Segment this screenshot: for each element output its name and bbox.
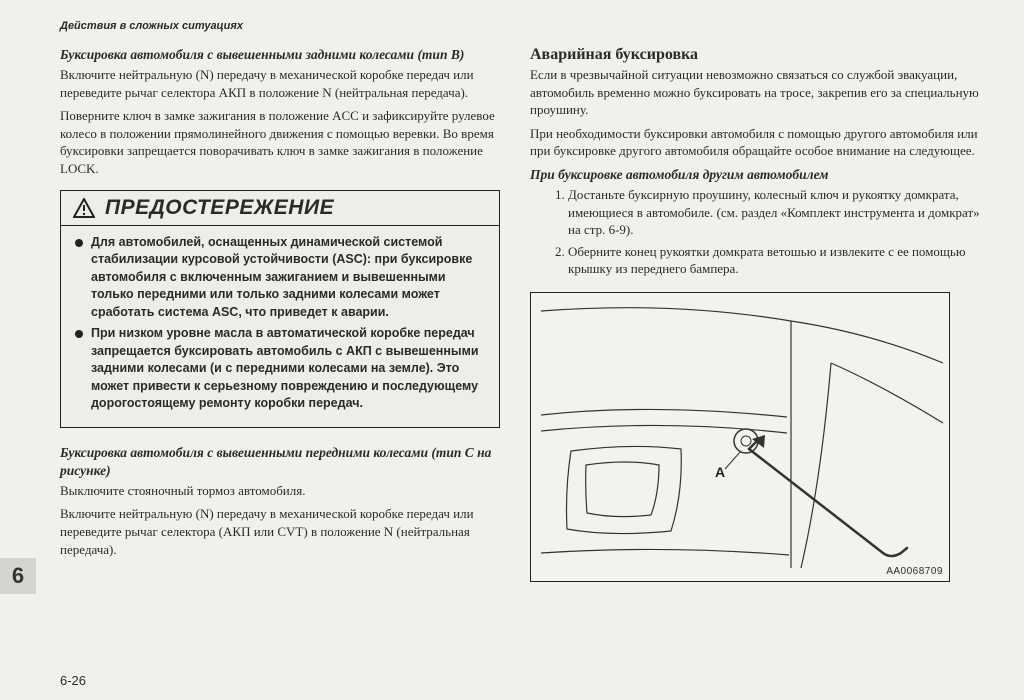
warning-header: ПРЕДОСТЕРЕЖЕНИЕ [61,191,499,226]
warning-text: Для автомобилей, оснащенных динамической… [91,234,485,322]
paragraph: Включите нейтральную (N) передачу в меха… [60,505,500,558]
page-number: 6-26 [60,673,86,688]
page-header: Действия в сложных ситуациях [60,20,986,32]
subheading-type-c: Буксировка автомобиля с вывешенными пере… [60,444,500,480]
paragraph: При необходимости буксировки автомобиля … [530,125,986,160]
figure-label-a: A [715,464,725,480]
warning-bullet: При низком уровне масла в автоматической… [75,325,485,413]
bumper-svg: A [531,293,951,583]
paragraph: Если в чрезвычайной ситуации невозможно … [530,66,986,119]
section-title: Аварийная буксировка [530,46,986,64]
right-column: Аварийная буксировка Если в чрезвычайной… [530,46,986,582]
numbered-list: Достаньте буксирную проушину, колесный к… [530,186,986,278]
subheading-type-b: Буксировка автомобиля с вывешенными задн… [60,46,500,64]
list-item: Оберните конец рукоятки домкрата ветошью… [568,243,986,278]
subheading-towing: При буксировке автомобиля другим автомоб… [530,166,986,184]
chapter-tab: 6 [0,558,36,594]
list-item: Достаньте буксирную проушину, колесный к… [568,186,986,239]
bullet-icon [75,330,83,338]
two-column-layout: Буксировка автомобиля с вывешенными задн… [60,46,986,582]
paragraph: Включите нейтральную (N) передачу в меха… [60,66,500,101]
paragraph: Выключите стояночный тормоз автомобиля. [60,482,500,500]
warning-box: ПРЕДОСТЕРЕЖЕНИЕ Для автомобилей, оснащен… [60,190,500,428]
warning-label: ПРЕДОСТЕРЕЖЕНИЕ [105,196,334,220]
figure-number: AA0068709 [886,566,943,577]
warning-bullet: Для автомобилей, оснащенных динамической… [75,234,485,322]
paragraph: Поверните ключ в замке зажигания в полож… [60,107,500,177]
warning-text: При низком уровне масла в автоматической… [91,325,485,413]
left-column: Буксировка автомобиля с вывешенными задн… [60,46,500,582]
manual-page: Действия в сложных ситуациях Буксировка … [0,0,1024,700]
warning-triangle-icon [73,198,95,218]
warning-body: Для автомобилей, оснащенных динамической… [61,226,499,427]
figure-bumper-diagram: A AA0068709 [530,292,950,582]
bullet-icon [75,239,83,247]
